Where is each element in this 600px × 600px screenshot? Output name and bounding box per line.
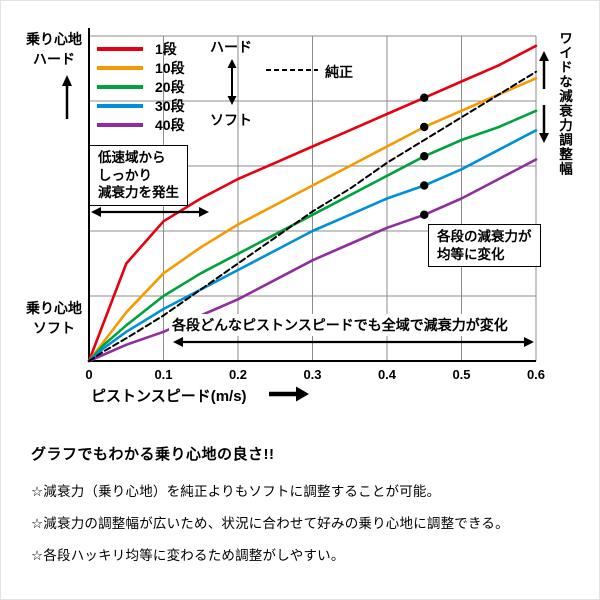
arrow-head xyxy=(296,386,309,402)
annotation-equal-step-box: 各段の減衰力が 均等に変化 xyxy=(428,224,541,268)
legend-item-30段: 30段 xyxy=(97,96,185,115)
x-tick-label: 0.6 xyxy=(527,367,545,382)
series-line-30段 xyxy=(87,129,538,363)
series-line-純正 xyxy=(88,70,537,362)
series-line-10段 xyxy=(87,77,538,363)
arrow-head xyxy=(91,207,101,217)
arrow-head xyxy=(62,75,72,86)
arrow-head xyxy=(524,337,534,347)
legend-swatch-20段 xyxy=(97,84,143,89)
footer-title: グラフでもわかる乗り心地の良さ!! xyxy=(31,446,275,463)
y-axis-label-soft: 乗り心地 ソフト xyxy=(26,300,82,337)
y-axis-label-hard: 乗り心地 ハード xyxy=(26,31,82,68)
annotation-full-range-text: 各段どんなピストンスピードでも全域で減衰力が変化 xyxy=(169,314,511,336)
legend-item-1段: 1段 xyxy=(97,39,185,58)
legend-label-10段: 10段 xyxy=(155,59,185,76)
series-line-40段 xyxy=(87,158,538,363)
legend-swatch-30段 xyxy=(97,103,143,108)
legend: 1段 10段 20段 30段 40段 xyxy=(97,39,185,134)
x-tick-label: 0.2 xyxy=(229,367,247,382)
footer-bullet-3: ☆各段ハッキリ均等に変わるため調整がしやすい。 xyxy=(31,548,345,563)
legend-swatch-10段 xyxy=(97,65,143,70)
footer-bullet-1: ☆減衰力（乗り心地）を純正よりもソフトに調整することが可能。 xyxy=(31,484,441,499)
legend-soft-label: ソフト xyxy=(210,112,252,128)
arrow-head xyxy=(227,96,237,105)
legend-label-30段: 30段 xyxy=(155,97,185,114)
arrow-head xyxy=(227,59,237,68)
legend-hard-label: ハード xyxy=(210,39,252,55)
arrow-head xyxy=(173,337,183,347)
arrow-head xyxy=(539,51,549,61)
x-tick-label: 0 xyxy=(85,367,92,382)
footer-text-block: グラフでもわかる乗り心地の良さ!! ☆減衰力（乗り心地）を純正よりもソフトに調整… xyxy=(31,443,585,576)
x-axis-label: ピストンスピード(m/s) xyxy=(91,388,247,405)
equal-step-dot-10段 xyxy=(420,122,429,132)
legend-label-40段: 40段 xyxy=(155,116,185,133)
equal-step-dot-30段 xyxy=(420,181,429,190)
x-tick-label: 0.3 xyxy=(303,367,321,382)
x-tick-label: 0.4 xyxy=(378,367,397,382)
legend-swatch-40段 xyxy=(97,122,143,127)
arrow-head xyxy=(539,133,549,143)
arrow-head xyxy=(199,207,209,217)
annotation-wide-range-label: ワイドな減衰力調整幅 xyxy=(557,31,572,176)
annotation-low-speed-box: 低速域から しっかり 減衰力を発生 xyxy=(89,145,188,206)
equal-step-dot-40段 xyxy=(420,210,429,219)
legend-label-1段: 1段 xyxy=(155,40,177,57)
legend-item-40段: 40段 xyxy=(97,115,185,134)
equal-step-dot-20段 xyxy=(420,152,429,161)
legend-stock-label: 純正 xyxy=(325,64,353,80)
legend-item-20段: 20段 xyxy=(97,77,185,96)
x-tick-label: 0.1 xyxy=(154,367,172,382)
plot-canvas: 0 0.1 0.2 0.3 0.4 0.5 0.6 xyxy=(62,28,549,402)
legend-label-20段: 20段 xyxy=(155,78,185,95)
legend-item-10段: 10段 xyxy=(97,58,185,77)
x-tick-label: 0.5 xyxy=(452,367,470,382)
series-line-1段 xyxy=(87,44,538,363)
legend-swatch-1段 xyxy=(97,46,143,51)
footer-bullet-2: ☆減衰力の調整幅が広いため、状況に合わせて好みの乗り心地に調整できる。 xyxy=(31,516,509,531)
equal-step-dot-1段 xyxy=(420,93,429,102)
